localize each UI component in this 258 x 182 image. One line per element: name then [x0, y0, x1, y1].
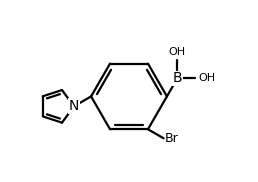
Text: OH: OH	[169, 47, 186, 57]
Text: N: N	[69, 99, 79, 113]
Text: Br: Br	[165, 132, 179, 145]
Text: N: N	[69, 99, 79, 113]
Text: B: B	[173, 71, 182, 85]
Text: OH: OH	[198, 73, 215, 83]
